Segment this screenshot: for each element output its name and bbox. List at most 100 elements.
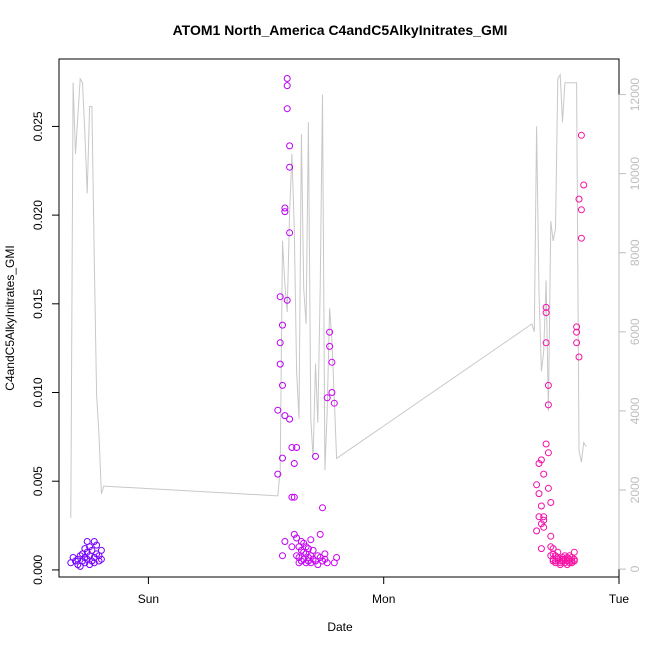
data-point	[81, 545, 89, 553]
data-point	[535, 513, 543, 521]
data-point	[290, 530, 298, 538]
data-point	[97, 555, 105, 563]
x-tick-label: Sun	[138, 592, 159, 606]
data-point	[540, 523, 548, 531]
data-point	[533, 527, 541, 535]
data-point	[535, 490, 543, 498]
data-point	[330, 399, 338, 407]
data-point	[286, 415, 294, 423]
data-point	[577, 131, 585, 139]
data-point	[544, 484, 552, 492]
x-tick-label: Tue	[609, 592, 630, 606]
y2-tick-label: 2000	[628, 476, 642, 503]
data-point	[552, 552, 559, 560]
data-point	[326, 342, 334, 350]
data-point	[90, 559, 98, 567]
data-point	[542, 440, 550, 448]
x-tick-label: Mon	[372, 592, 395, 606]
data-point	[307, 536, 315, 544]
data-point	[281, 412, 289, 420]
y2-tick-label: 8000	[628, 239, 642, 266]
data-point	[90, 554, 98, 561]
plot-frame	[58, 58, 620, 578]
data-point	[570, 548, 578, 556]
data-point	[573, 323, 581, 331]
data-point	[276, 339, 284, 347]
data-point	[547, 532, 555, 540]
data-point	[290, 493, 298, 501]
data-point	[283, 75, 291, 82]
data-point	[544, 401, 552, 409]
data-point	[312, 452, 319, 460]
data-point	[295, 554, 303, 561]
data-point	[304, 545, 312, 553]
y-axis: 0.000 0.005 0.010 0.015 0.020 0.025	[31, 111, 60, 585]
data-point	[74, 555, 82, 563]
data-point	[279, 552, 286, 560]
y-tick-label: 0.010	[31, 377, 45, 407]
data-point	[549, 545, 557, 553]
data-point	[288, 543, 296, 551]
data-point	[300, 539, 308, 547]
data-point	[537, 502, 545, 510]
y-tick-label: 0.005	[31, 466, 45, 496]
data-point	[573, 339, 581, 347]
data-point	[90, 538, 98, 545]
data-point	[274, 470, 282, 478]
data-point	[286, 142, 294, 150]
data-point	[575, 195, 583, 203]
data-point	[86, 543, 94, 551]
y-tick-label: 0.025	[31, 111, 45, 141]
data-point	[537, 520, 545, 528]
y2-tick-label: 6000	[628, 318, 642, 345]
data-point	[276, 293, 284, 301]
data-point	[286, 163, 294, 171]
y-tick-label: 0.000	[31, 555, 45, 585]
data-point	[283, 296, 291, 304]
data-point	[281, 204, 289, 212]
data-point	[279, 381, 286, 389]
data-point	[580, 181, 588, 189]
data-points-layer	[67, 75, 588, 570]
data-point	[540, 513, 548, 521]
y-tick-label: 0.015	[31, 288, 45, 318]
data-point	[540, 516, 548, 524]
data-point	[307, 559, 315, 567]
data-point	[279, 321, 286, 329]
data-point	[97, 546, 105, 554]
y-tick-label: 0.020	[31, 200, 45, 230]
data-point	[297, 538, 305, 545]
y2-tick-label: 10000	[628, 157, 642, 191]
data-point	[537, 545, 545, 553]
x-axis: Sun Mon Tue	[138, 576, 630, 606]
y2-tick-label: 0	[628, 565, 642, 572]
data-point	[542, 303, 550, 311]
data-point	[554, 548, 562, 556]
data-point	[542, 339, 550, 347]
y2-axis: 0 2000 4000 6000 8000 10000 12000	[618, 78, 642, 572]
data-point	[281, 208, 289, 216]
altitude-line-layer	[70, 73, 587, 518]
data-point	[577, 234, 585, 242]
data-point	[81, 559, 89, 567]
data-point	[328, 358, 336, 366]
x-axis-label: Date	[327, 620, 353, 634]
data-point	[542, 309, 550, 317]
data-point	[297, 546, 305, 554]
data-point	[290, 460, 298, 467]
altitude-line	[70, 73, 587, 518]
data-point	[276, 360, 284, 368]
data-point	[544, 381, 552, 389]
data-point	[573, 328, 581, 336]
data-point	[323, 394, 331, 402]
y2-tick-label: 4000	[628, 397, 642, 424]
data-point	[283, 82, 291, 90]
data-point	[314, 561, 322, 569]
data-point	[283, 105, 291, 113]
data-point	[321, 550, 329, 558]
y-axis-label: C4andC5AlkyInitrates_GMI	[3, 245, 17, 390]
data-point	[293, 534, 301, 542]
data-point	[333, 554, 341, 561]
data-point	[321, 555, 329, 563]
